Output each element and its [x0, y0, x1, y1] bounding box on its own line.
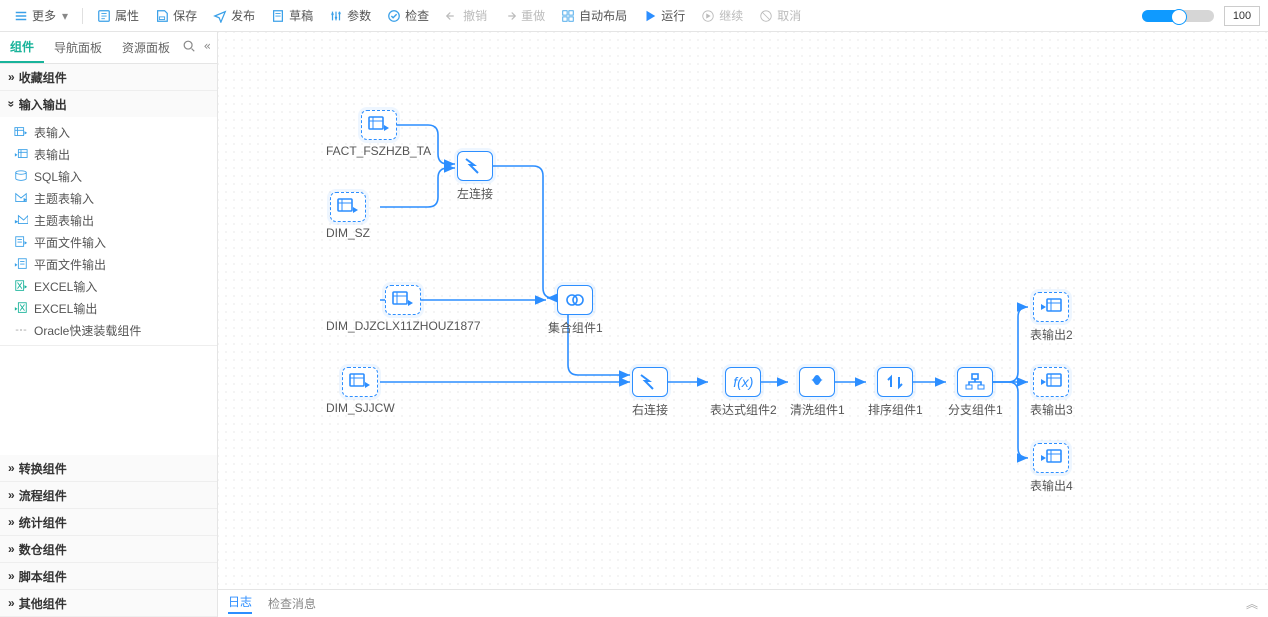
- section-flow[interactable]: »流程组件: [0, 482, 217, 508]
- left-panel: 组件 导航面板 资源面板 « »收藏组件 »输入输出 表输入表输出SQL输入主题…: [0, 32, 218, 617]
- continue-button[interactable]: 继续: [695, 4, 749, 27]
- draft-button[interactable]: 草稿: [265, 4, 319, 27]
- component-icon: [14, 147, 28, 161]
- node-right-join[interactable]: 右连接: [632, 367, 668, 418]
- section-transform[interactable]: »转换组件: [0, 455, 217, 481]
- left-tabs: 组件 导航面板 资源面板 «: [0, 32, 217, 64]
- component-icon: [14, 301, 28, 315]
- bottom-tab-log[interactable]: 日志: [228, 593, 252, 614]
- tab-components[interactable]: 组件: [0, 32, 44, 63]
- save-button[interactable]: 保存: [149, 4, 203, 27]
- io-item-4[interactable]: 主题表输出: [0, 209, 217, 231]
- bottom-tabs: 日志 检查消息 ︽: [218, 589, 1268, 617]
- component-icon: [14, 323, 28, 337]
- section-script[interactable]: »脚本组件: [0, 563, 217, 589]
- component-icon: [14, 213, 28, 227]
- top-toolbar: 更多▾ 属性 保存 发布 草稿 参数 检查 撤销 重做 自动布局 运行 继续 取…: [0, 0, 1268, 32]
- component-icon: [14, 191, 28, 205]
- node-agg[interactable]: 集合组件1: [548, 285, 603, 336]
- canvas-area[interactable]: FACT_FSZHZB_TA DIM_SZ 左连接 DIM_DJZCLX11ZH…: [218, 32, 1268, 617]
- node-dim-sz[interactable]: DIM_SZ: [326, 192, 370, 240]
- io-tree: 表输入表输出SQL输入主题表输入主题表输出平面文件输入平面文件输出EXCEL输入…: [0, 117, 217, 345]
- collapse-icon[interactable]: «: [204, 39, 211, 56]
- expand-up-icon[interactable]: ︽: [1246, 595, 1258, 612]
- cancel-button[interactable]: 取消: [753, 4, 807, 27]
- io-item-7[interactable]: EXCEL输入: [0, 275, 217, 297]
- more-menu[interactable]: 更多▾: [8, 4, 74, 27]
- section-io[interactable]: »输入输出: [0, 91, 217, 117]
- io-item-6[interactable]: 平面文件输出: [0, 253, 217, 275]
- io-item-0[interactable]: 表输入: [0, 121, 217, 143]
- component-icon: [14, 169, 28, 183]
- node-fact[interactable]: FACT_FSZHZB_TA: [326, 110, 431, 158]
- check-button[interactable]: 检查: [381, 4, 435, 27]
- redo-button[interactable]: 重做: [497, 4, 551, 27]
- node-branch[interactable]: 分支组件1: [948, 367, 1003, 418]
- node-out2[interactable]: 表输出2: [1030, 292, 1073, 343]
- props-button[interactable]: 属性: [91, 4, 145, 27]
- io-item-3[interactable]: 主题表输入: [0, 187, 217, 209]
- tab-resources[interactable]: 资源面板: [112, 32, 180, 63]
- search-icon[interactable]: [182, 39, 196, 56]
- section-dw[interactable]: »数仓组件: [0, 536, 217, 562]
- zoom-slider[interactable]: [1142, 10, 1214, 22]
- io-item-5[interactable]: 平面文件输入: [0, 231, 217, 253]
- publish-button[interactable]: 发布: [207, 4, 261, 27]
- component-icon: [14, 125, 28, 139]
- autolayout-button[interactable]: 自动布局: [555, 4, 633, 27]
- tab-nav[interactable]: 导航面板: [44, 32, 112, 63]
- component-icon: [14, 235, 28, 249]
- zoom-value[interactable]: 100: [1224, 6, 1260, 26]
- io-item-2[interactable]: SQL输入: [0, 165, 217, 187]
- io-item-8[interactable]: EXCEL输出: [0, 297, 217, 319]
- io-item-1[interactable]: 表输出: [0, 143, 217, 165]
- params-button[interactable]: 参数: [323, 4, 377, 27]
- node-out4[interactable]: 表输出4: [1030, 443, 1073, 494]
- io-item-9[interactable]: Oracle快速装载组件: [0, 319, 217, 341]
- node-clean[interactable]: 清洗组件1: [790, 367, 845, 418]
- node-expr[interactable]: f(x)表达式组件2: [710, 367, 777, 418]
- node-dim-djzclx[interactable]: DIM_DJZCLX11ZHOUZ1877: [326, 285, 481, 333]
- node-sort[interactable]: 排序组件1: [868, 367, 923, 418]
- undo-button[interactable]: 撤销: [439, 4, 493, 27]
- run-button[interactable]: 运行: [637, 4, 691, 27]
- section-stats[interactable]: »统计组件: [0, 509, 217, 535]
- component-icon: [14, 279, 28, 293]
- section-favorites[interactable]: »收藏组件: [0, 64, 217, 90]
- node-dim-sjjcw[interactable]: DIM_SJJCW: [326, 367, 395, 415]
- bottom-tab-msg[interactable]: 检查消息: [268, 595, 316, 612]
- node-left-join[interactable]: 左连接: [457, 151, 493, 202]
- node-out3[interactable]: 表输出3: [1030, 367, 1073, 418]
- section-other[interactable]: »其他组件: [0, 590, 217, 616]
- component-icon: [14, 257, 28, 271]
